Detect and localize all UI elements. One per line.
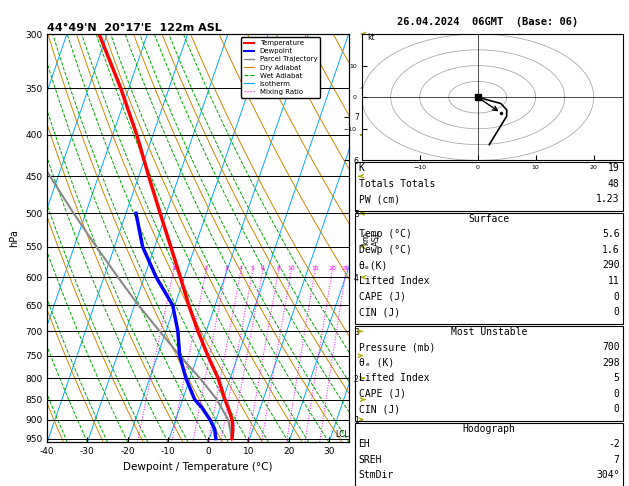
Text: 3: 3: [224, 266, 228, 271]
Text: Lifted Index: Lifted Index: [359, 276, 429, 286]
Text: Temp (°C): Temp (°C): [359, 229, 411, 240]
Text: -2: -2: [608, 439, 620, 450]
Text: 298: 298: [602, 358, 620, 368]
Text: 26.04.2024  06GMT  (Base: 06): 26.04.2024 06GMT (Base: 06): [397, 17, 578, 27]
Text: 15: 15: [311, 266, 319, 271]
Text: 5: 5: [614, 373, 620, 383]
Text: 1.23: 1.23: [596, 194, 620, 205]
Text: 700: 700: [602, 342, 620, 352]
Text: Totals Totals: Totals Totals: [359, 179, 435, 189]
Text: LCL: LCL: [335, 431, 349, 439]
Text: 20: 20: [328, 266, 336, 271]
Text: 44°49'N  20°17'E  122m ASL: 44°49'N 20°17'E 122m ASL: [47, 23, 222, 33]
Text: 7: 7: [614, 455, 620, 465]
Text: Surface: Surface: [469, 214, 509, 224]
Text: 10: 10: [287, 266, 295, 271]
Text: 0: 0: [614, 404, 620, 415]
Text: StmDir: StmDir: [359, 470, 394, 481]
Text: 2: 2: [204, 266, 208, 271]
Text: 4: 4: [239, 266, 243, 271]
Text: Dewp (°C): Dewp (°C): [359, 245, 411, 255]
Text: CAPE (J): CAPE (J): [359, 389, 406, 399]
Text: PW (cm): PW (cm): [359, 194, 399, 205]
Legend: Temperature, Dewpoint, Parcel Trajectory, Dry Adiabat, Wet Adiabat, Isotherm, Mi: Temperature, Dewpoint, Parcel Trajectory…: [241, 37, 320, 98]
Text: 5.6: 5.6: [602, 229, 620, 240]
X-axis label: Dewpoint / Temperature (°C): Dewpoint / Temperature (°C): [123, 462, 273, 472]
Text: 5: 5: [251, 266, 255, 271]
Text: Pressure (mb): Pressure (mb): [359, 342, 435, 352]
Text: 0: 0: [614, 389, 620, 399]
Text: 48: 48: [608, 179, 620, 189]
Text: CAPE (J): CAPE (J): [359, 292, 406, 302]
Text: 19: 19: [608, 163, 620, 174]
Text: 6: 6: [260, 266, 264, 271]
Text: 304°: 304°: [596, 470, 620, 481]
Y-axis label: km
ASL: km ASL: [362, 230, 381, 246]
Text: 1.6: 1.6: [602, 245, 620, 255]
Text: Lifted Index: Lifted Index: [359, 373, 429, 383]
Text: θₑ(K): θₑ(K): [359, 260, 388, 271]
Text: 0: 0: [614, 292, 620, 302]
Text: EH: EH: [359, 439, 370, 450]
Text: 8: 8: [277, 266, 281, 271]
Text: SREH: SREH: [359, 455, 382, 465]
Text: 11: 11: [608, 276, 620, 286]
Text: Hodograph: Hodograph: [462, 424, 516, 434]
Text: CIN (J): CIN (J): [359, 404, 399, 415]
Y-axis label: hPa: hPa: [9, 229, 19, 247]
Text: 1: 1: [172, 266, 175, 271]
Text: Most Unstable: Most Unstable: [451, 327, 527, 337]
Text: CIN (J): CIN (J): [359, 307, 399, 317]
Text: 25: 25: [342, 266, 350, 271]
Text: θₑ (K): θₑ (K): [359, 358, 394, 368]
Text: K: K: [359, 163, 364, 174]
Text: 290: 290: [602, 260, 620, 271]
Text: kt: kt: [367, 34, 375, 42]
Text: 0: 0: [614, 307, 620, 317]
